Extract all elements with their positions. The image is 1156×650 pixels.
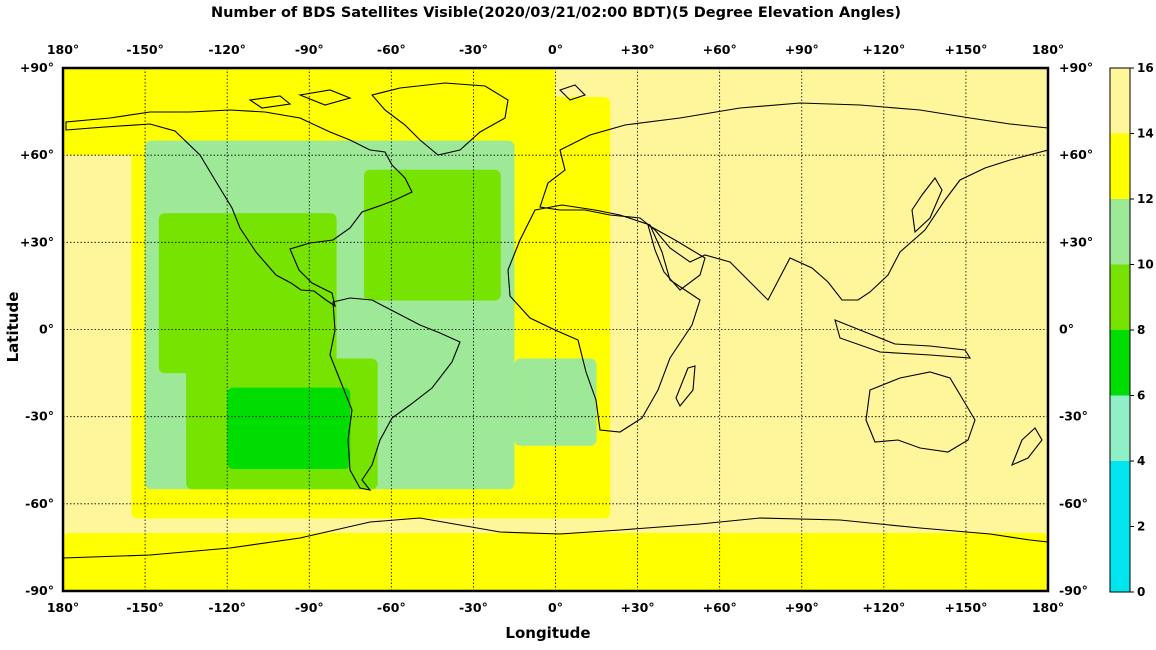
x-tick-bottom-2: -120° [208,600,246,615]
x-tick-bottom-10: +120° [862,600,905,615]
x-tick-bottom-4: -60° [377,600,406,615]
plot-frame [61,66,1050,593]
x-tick-top-4: -60° [377,42,406,57]
x-tick-bottom-11: +150° [945,600,988,615]
y-axis-label: Latitude [4,291,22,363]
colorbar-tick-3: 6 [1137,389,1145,403]
colorbar-band-0 [1110,461,1130,592]
y-tick-right-1: +60° [1059,147,1093,162]
chart-title: Number of BDS Satellites Visible(2020/03… [210,5,902,21]
x-tick-top-8: +60° [703,42,737,57]
x-tick-bottom-6: 0° [548,600,563,615]
y-tick-left-4: -30° [25,409,54,424]
y-tick-left-1: +60° [20,147,54,162]
x-tick-top-11: +150° [945,42,988,57]
colorbar-tick-4: 8 [1137,323,1145,337]
x-tick-bottom-0: 180° [47,600,79,615]
colorbar-tick-1: 2 [1137,520,1145,534]
x-tick-bottom-3: -90° [295,600,324,615]
x-tick-top-7: +30° [621,42,655,57]
y-tick-right-2: +30° [1059,234,1093,249]
y-tick-left-6: -90° [25,583,54,598]
visibility-region-3 [63,68,556,156]
coastlines [63,82,1048,559]
x-axis-label: Longitude [505,624,591,642]
y-tick-right-5: -60° [1059,496,1088,511]
colorbar-band-6 [1110,68,1130,134]
visibility-region-6 [158,213,337,374]
x-tick-bottom-12: 180° [1032,600,1064,615]
colorbar-band-5 [1110,133,1130,199]
colorbar-tick-6: 12 [1137,192,1154,206]
y-tick-right-6: -90° [1059,583,1088,598]
x-tick-top-10: +120° [862,42,905,57]
colorbar-band-3 [1110,264,1130,330]
colorbar-tick-0: 0 [1137,585,1145,599]
y-tick-left-5: -60° [25,496,54,511]
colorbar-band-1 [1110,395,1130,461]
y-tick-left-0: +90° [20,60,54,75]
y-tick-left-3: 0° [39,322,54,337]
colorbar-tick-5: 10 [1137,258,1154,272]
x-tick-top-9: +90° [785,42,819,57]
x-tick-bottom-5: -30° [459,600,488,615]
x-tick-top-6: 0° [548,42,563,57]
visibility-region-5 [514,358,597,446]
y-tick-left-2: +30° [20,234,54,249]
x-tick-top-12: 180° [1032,42,1064,57]
colorbar-band-4 [1110,199,1130,265]
y-tick-right-0: +90° [1059,60,1093,75]
x-tick-top-3: -90° [295,42,324,57]
x-tick-top-5: -30° [459,42,488,57]
visibility-region-9 [227,387,351,469]
x-tick-bottom-8: +60° [703,600,737,615]
y-tick-right-3: 0° [1059,322,1074,337]
colorbar-tick-8: 16 [1137,61,1154,75]
colorbar-tick-7: 14 [1137,127,1154,141]
x-tick-top-0: 180° [47,42,79,57]
visibility-region-7 [363,169,501,301]
x-tick-top-1: -150° [126,42,164,57]
colorbar-band-2 [1110,330,1130,396]
y-tick-right-4: -30° [1059,409,1088,424]
colorbar-tick-2: 4 [1137,454,1145,468]
x-tick-bottom-7: +30° [621,600,655,615]
colorbar: 0 2 4 6 8 10 12 14 16 [1109,61,1154,599]
x-tick-bottom-9: +90° [785,600,819,615]
x-tick-top-2: -120° [208,42,246,57]
x-tick-bottom-1: -150° [126,600,164,615]
